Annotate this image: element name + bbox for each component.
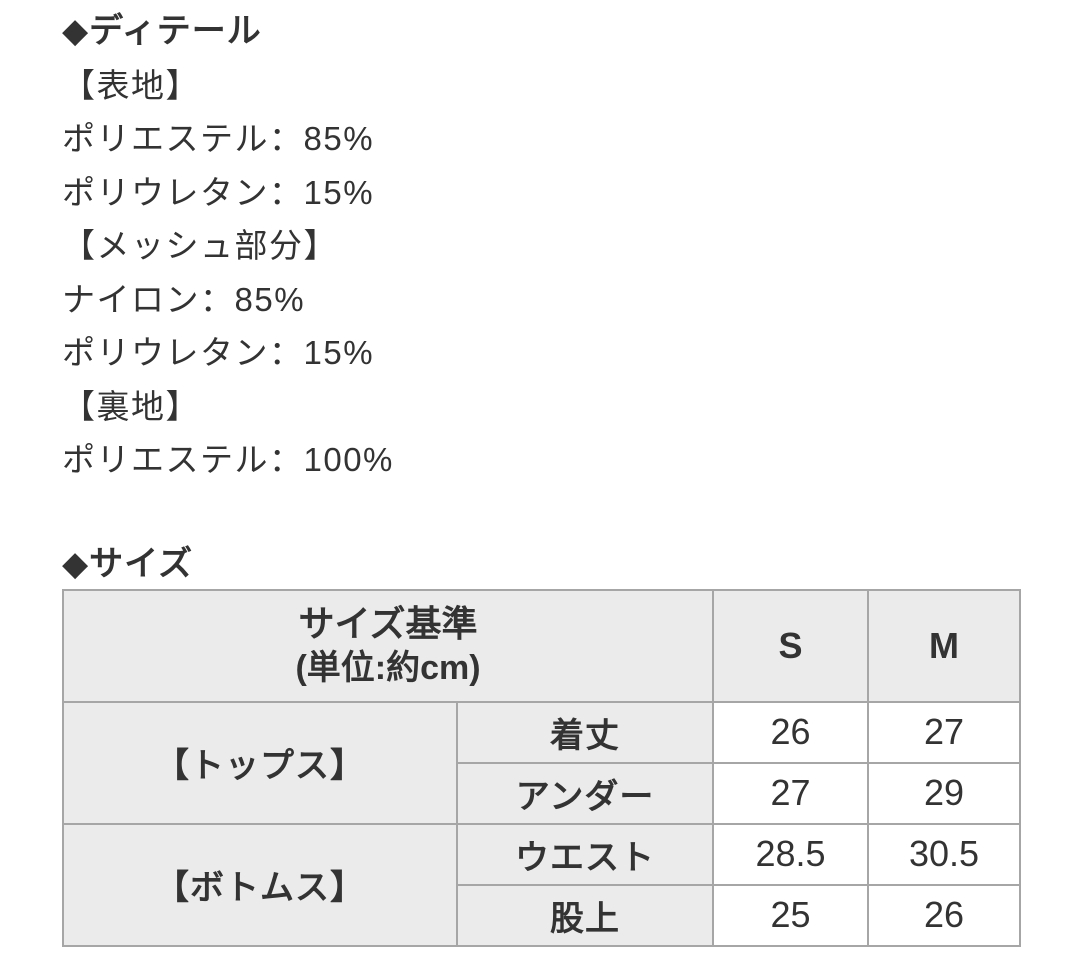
row-label-under: アンダー [455,761,715,825]
outer-fabric-polyurethane: ポリウレタン：15% [62,173,375,211]
value-tops-under-m: 29 [867,761,1022,825]
size-criteria-unit: (単位:約cm) [295,648,481,687]
size-criteria-title: サイズ基準 [298,602,478,644]
row-label-length: 着丈 [455,700,715,764]
row-label-rise: 股上 [455,883,715,947]
group-cell-bottoms: 【ボトムス】 [62,822,458,947]
size-criteria-header-cell: サイズ基準 (単位:約cm) [61,588,715,703]
row-label-waist: ウエスト [455,822,715,886]
size-heading: ◆サイズ [62,543,1080,585]
table-row-bottoms-waist: 【ボトムス】 ウエスト 28.5 30.5 [62,822,1022,947]
details-heading-label: ディテール [89,12,262,50]
column-header-size-s: S [712,588,870,703]
details-heading: ◆ディテール [62,5,1080,59]
table-row-tops-under: アンダー 27 29 [63,761,1022,825]
diamond-bullet-icon: ◆ [62,12,90,50]
details-section: ◆ディテール 【表地】 ポリエステル：85% ポリウレタン：15% 【メッシュ部… [62,5,1080,487]
diamond-bullet-icon: ◆ [62,544,90,583]
value-tops-length-s: 26 [712,700,870,764]
size-section: ◆サイズ サイズ基準 (単位:約cm) S M [61,543,1080,947]
table-row-tops-length: 【トップス】 着丈 26 27 [62,700,1022,825]
value-bottoms-waist-s: 28.5 [712,822,870,886]
lining-polyester: ポリエステル：100% [62,441,394,478]
size-table-header-row: サイズ基準 (単位:約cm) S M [61,588,1022,703]
outer-fabric-polyester: ポリエステル：85% [62,120,375,157]
size-table: サイズ基準 (単位:約cm) S M 【トップス】 着丈 26 27 アンダー … [61,588,1022,947]
group-cell-tops: 【トップス】 [62,700,458,825]
value-tops-under-s: 27 [712,761,870,825]
value-bottoms-waist-m: 30.5 [867,822,1022,886]
mesh-nylon: ナイロン：85% [62,280,306,318]
value-bottoms-rise-m: 26 [867,883,1022,947]
mesh-section-label: 【メッシュ部分】 [62,227,338,264]
column-header-size-m: M [867,588,1022,703]
value-tops-length-m: 27 [867,700,1022,764]
value-bottoms-rise-s: 25 [712,883,870,947]
size-heading-label: サイズ [89,544,194,583]
mesh-polyurethane: ポリウレタン：15% [62,334,375,371]
table-row-bottoms-rise: 股上 25 26 [63,883,1022,947]
outer-fabric-label: 【表地】 [62,66,200,104]
lining-label: 【裏地】 [62,387,200,425]
